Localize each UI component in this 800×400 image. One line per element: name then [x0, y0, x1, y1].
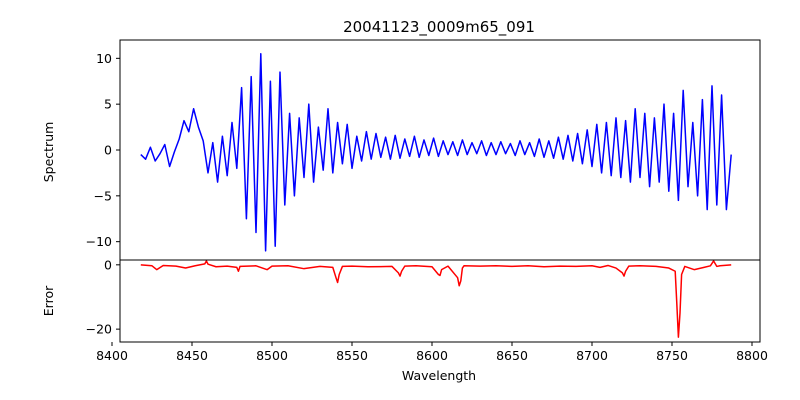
spectrum-y-tick-label: 10	[96, 51, 112, 66]
spectrum-axis-label: Spectrum	[41, 122, 56, 183]
x-tick-label: 8800	[736, 348, 768, 363]
spectrum-panel: 10 5 0 −5 −10	[86, 39, 761, 261]
x-tick-label: 8750	[656, 348, 688, 363]
error-series-line	[140, 260, 732, 338]
spectrum-y-tick-label: −5	[94, 188, 112, 203]
spectrum-y-tick-label: −10	[86, 234, 112, 249]
x-tick-label: 8450	[176, 348, 208, 363]
spectrum-series-line	[140, 53, 732, 252]
x-tick-label: 8700	[576, 348, 608, 363]
spectrum-y-tick-label: 0	[104, 143, 112, 158]
error-y-tick-label: −20	[86, 322, 112, 337]
error-panel: 0 −20 8400 8450 8500 8550 8600 8650 8700 8750 8800	[86, 257, 768, 363]
x-tick-label: 8400	[96, 348, 128, 363]
error-axes-frame	[119, 259, 761, 343]
x-tick-label: 8500	[256, 348, 288, 363]
spectrum-y-tick-label: 5	[104, 97, 112, 112]
chart-title: 20041123_0009m65_091	[343, 18, 535, 37]
wavelength-axis-label: Wavelength	[402, 368, 476, 383]
x-tick-label: 8550	[336, 348, 368, 363]
error-axis-label: Error	[41, 285, 56, 316]
error-y-tick-label: 0	[104, 257, 112, 272]
x-tick-label: 8650	[496, 348, 528, 363]
x-tick-label: 8600	[416, 348, 448, 363]
